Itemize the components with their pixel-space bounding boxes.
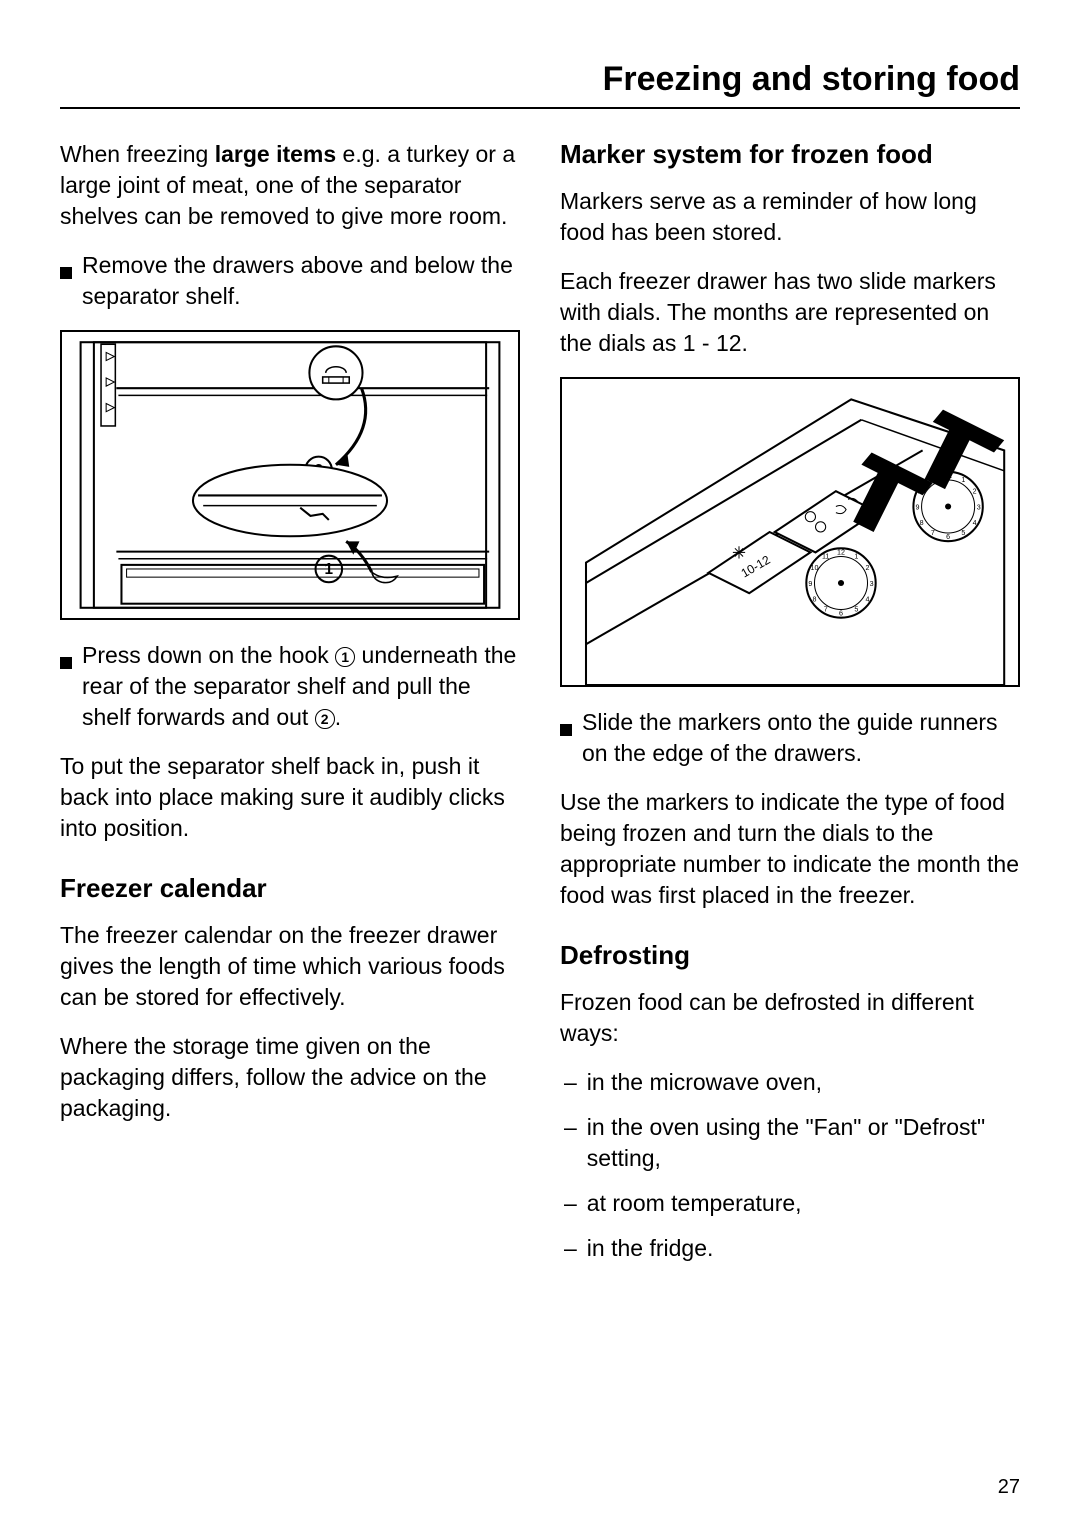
svg-text:1: 1: [854, 553, 858, 561]
marker-p3: Use the markers to indicate the type of …: [560, 787, 1020, 911]
right-column: Marker system for frozen food Markers se…: [560, 139, 1020, 1278]
intro-pre: When freezing: [60, 141, 215, 167]
svg-text:9: 9: [808, 580, 812, 588]
defrost-d4: – in the fridge.: [560, 1233, 1020, 1264]
circled-1-icon: 1: [335, 647, 355, 667]
right-bullet-1: Slide the markers onto the guide runners…: [560, 707, 1020, 769]
svg-text:6: 6: [946, 533, 950, 541]
svg-text:1: 1: [325, 561, 334, 578]
dash-icon: –: [564, 1067, 577, 1098]
svg-text:3: 3: [870, 580, 874, 588]
svg-text:5: 5: [854, 606, 858, 614]
svg-text:2: 2: [973, 487, 977, 495]
circled-2-icon: 2: [315, 709, 335, 729]
marker-p2: Each freezer drawer has two slide marker…: [560, 266, 1020, 359]
svg-text:4: 4: [866, 596, 870, 604]
svg-text:1: 1: [961, 476, 965, 484]
svg-text:12: 12: [837, 549, 845, 557]
defrost-d2: – in the oven using the "Fan" or "Defros…: [560, 1112, 1020, 1174]
left-bullet-1: Remove the drawers above and below the s…: [60, 250, 520, 312]
columns: When freezing large items e.g. a turkey …: [60, 139, 1020, 1278]
figure-markers: 10-12: [560, 377, 1020, 687]
d2-text: in the oven using the "Fan" or "Defrost"…: [587, 1112, 1020, 1174]
left-bullet-2: Press down on the hook 1 underneath the …: [60, 640, 520, 733]
marker-p1: Markers serve as a reminder of how long …: [560, 186, 1020, 248]
svg-text:4: 4: [973, 519, 977, 527]
shelf-diagram-icon: 2 1: [62, 332, 518, 618]
heading-marker: Marker system for frozen food: [560, 139, 1020, 170]
dash-icon: –: [564, 1188, 577, 1219]
square-bullet-icon: [60, 640, 72, 733]
svg-text:7: 7: [824, 606, 828, 614]
dash-icon: –: [564, 1233, 577, 1264]
defrost-p1: Frozen food can be defrosted in differen…: [560, 987, 1020, 1049]
intro-para: When freezing large items e.g. a turkey …: [60, 139, 520, 232]
calendar-p1: The freezer calendar on the freezer draw…: [60, 920, 520, 1013]
page-title: Freezing and storing food: [60, 60, 1020, 99]
square-bullet-icon: [560, 707, 572, 769]
intro-bold: large items: [215, 141, 336, 167]
d4-text: in the fridge.: [587, 1233, 714, 1264]
right-bullet-1-text: Slide the markers onto the guide runners…: [582, 707, 1020, 769]
svg-text:8: 8: [920, 519, 924, 527]
left-column: When freezing large items e.g. a turkey …: [60, 139, 520, 1278]
svg-text:8: 8: [812, 596, 816, 604]
left-bullet-2-text: Press down on the hook 1 underneath the …: [82, 640, 520, 733]
svg-text:5: 5: [961, 529, 965, 537]
b2a: Press down on the hook: [82, 642, 335, 668]
defrost-d3: – at room temperature,: [560, 1188, 1020, 1219]
calendar-p2: Where the storage time given on the pack…: [60, 1031, 520, 1124]
heading-defrosting: Defrosting: [560, 940, 1020, 971]
markers-diagram-icon: 10-12: [562, 379, 1018, 685]
svg-text:7: 7: [931, 529, 935, 537]
square-bullet-icon: [60, 250, 72, 312]
svg-text:11: 11: [822, 553, 829, 561]
left-bullet-1-text: Remove the drawers above and below the s…: [82, 250, 520, 312]
page-number: 27: [998, 1476, 1020, 1499]
d3-text: at room temperature,: [587, 1188, 802, 1219]
svg-text:10: 10: [811, 564, 819, 572]
svg-text:2: 2: [866, 564, 870, 572]
figure-shelf: 2 1: [60, 330, 520, 620]
dash-icon: –: [564, 1112, 577, 1174]
heading-freezer-calendar: Freezer calendar: [60, 873, 520, 904]
svg-text:9: 9: [916, 504, 920, 512]
page-title-wrap: Freezing and storing food: [60, 60, 1020, 109]
svg-text:3: 3: [977, 504, 981, 512]
b2c: .: [335, 704, 341, 730]
svg-text:6: 6: [839, 610, 843, 618]
after-fig-para: To put the separator shelf back in, push…: [60, 751, 520, 844]
defrost-d1: – in the microwave oven,: [560, 1067, 1020, 1098]
d1-text: in the microwave oven,: [587, 1067, 822, 1098]
